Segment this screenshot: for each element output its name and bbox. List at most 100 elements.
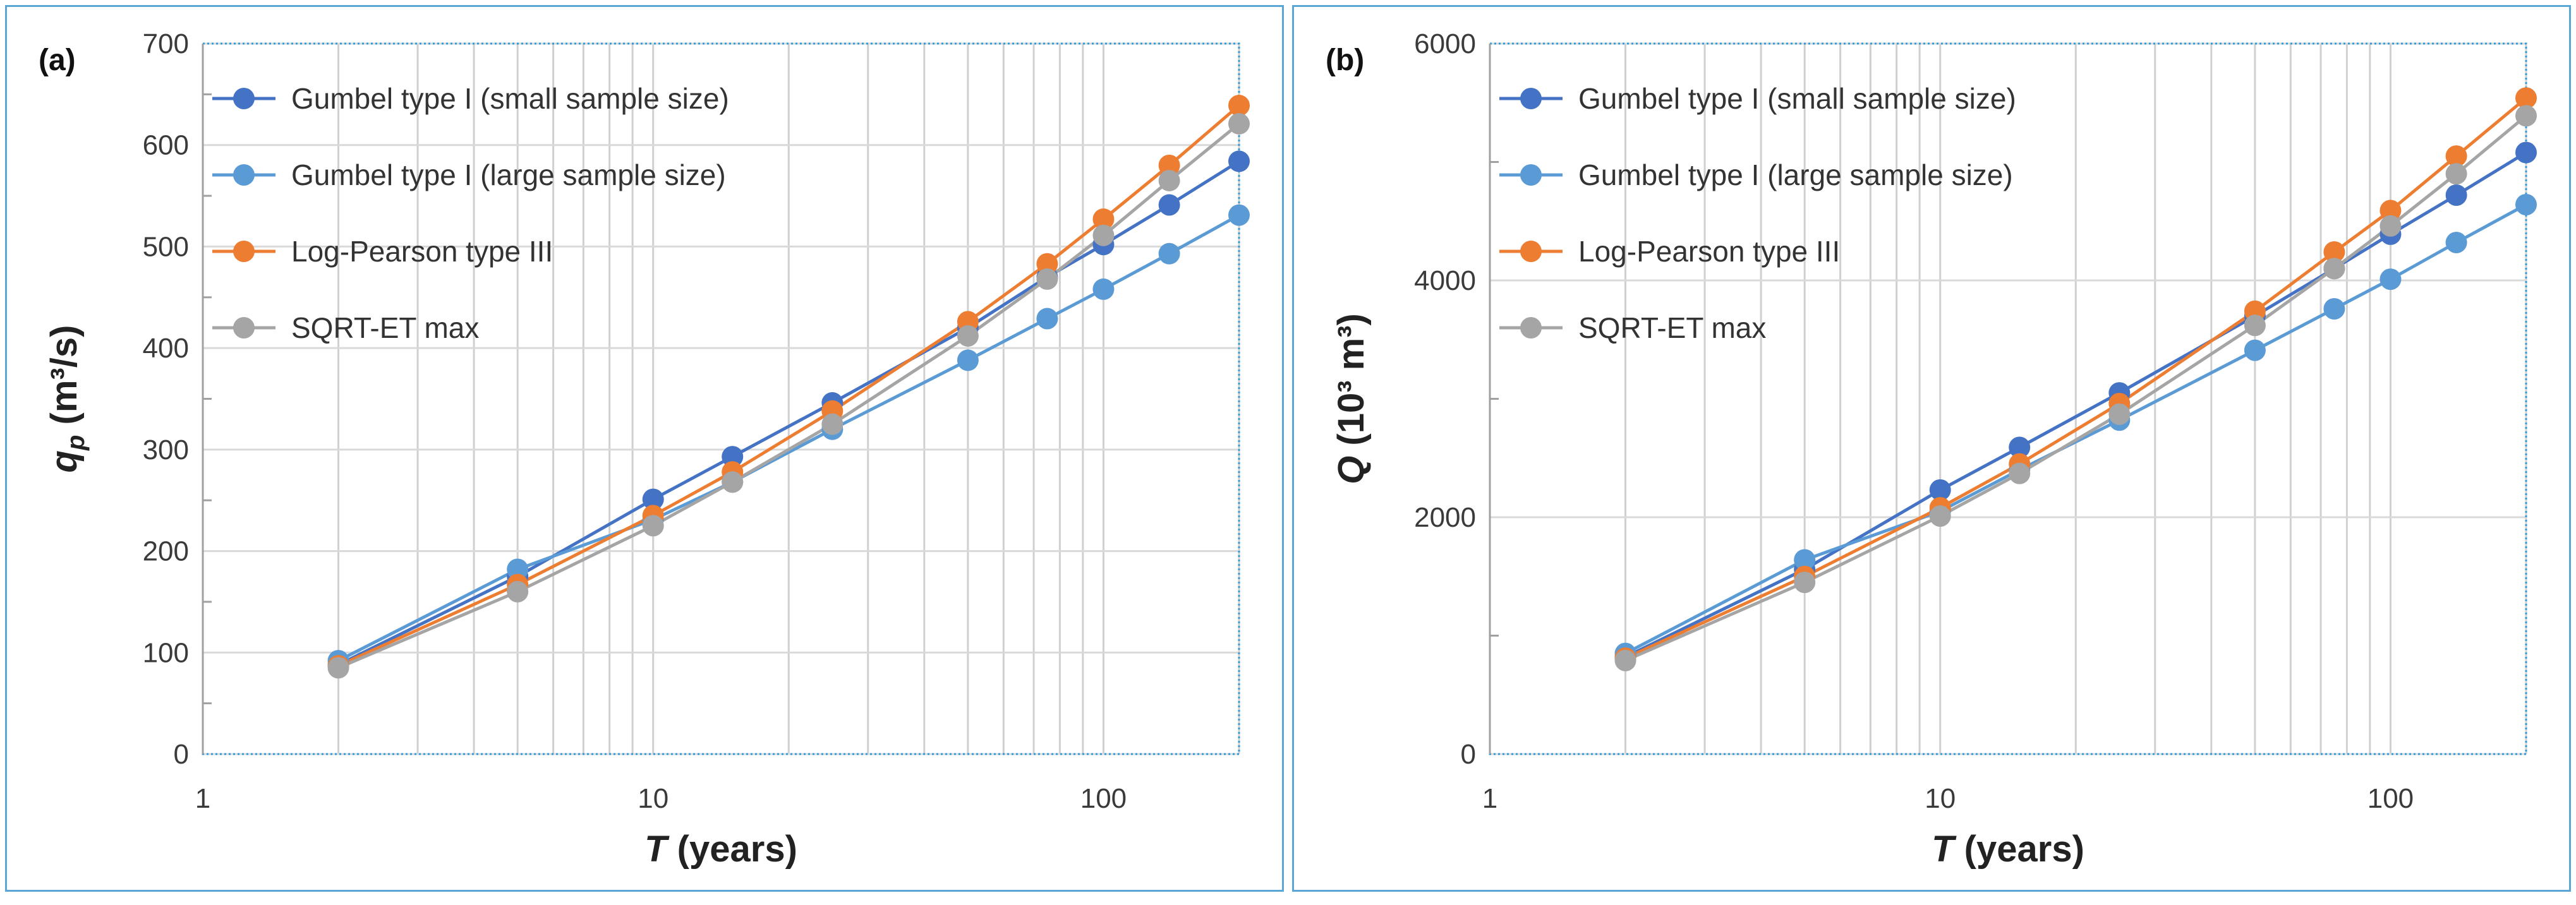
chart-a-legend-marker-1 bbox=[233, 164, 255, 186]
chart-a-series-1-point bbox=[1158, 243, 1180, 265]
chart-a-series-3-point bbox=[821, 413, 844, 435]
chart-a-series-1-point bbox=[1228, 204, 1250, 226]
chart-a: 0 100 200 300 400 500 600 700 1 10 100 T (years) qp … bbox=[39, 28, 1250, 870]
chart-b-legend-marker-2 bbox=[1520, 241, 1542, 262]
chart-b-series-1-point bbox=[2244, 339, 2266, 361]
chart-b-series-3-point bbox=[1929, 505, 1951, 527]
chart-b-series-3-point bbox=[2323, 258, 2345, 280]
chart-b-series-0-point bbox=[2515, 141, 2537, 164]
chart-b-xtick-label: 10 bbox=[1925, 783, 1956, 814]
chart-a-series-3-point bbox=[642, 515, 664, 537]
chart-b-legend-label-1: Gumbel type I (large sample size) bbox=[1578, 159, 2013, 191]
chart-b-series-1-point bbox=[1794, 549, 1816, 571]
chart-b-xlabel: T (years) bbox=[1932, 829, 2084, 870]
chart-b-series-2-point bbox=[2323, 241, 2345, 263]
chart-b-series-1-point bbox=[2379, 268, 2402, 291]
chart-b-series-line-1 bbox=[1624, 203, 2527, 655]
chart-a-series-2-point bbox=[1092, 208, 1115, 231]
chart-a-series-1-point bbox=[1036, 308, 1058, 330]
chart-a-legend-marker-3 bbox=[233, 317, 255, 339]
chart-b-legend-label-2: Log-Pearson type III bbox=[1578, 235, 1840, 268]
chart-b-legend-label-0: Gumbel type I (small sample size) bbox=[1578, 82, 2016, 115]
chart-a-series-3-point bbox=[1158, 169, 1180, 191]
chart-a-panel-label: (a) bbox=[39, 44, 76, 77]
chart-b-xtick-label: 100 bbox=[2367, 783, 2414, 814]
chart-a-legend-label-0: Gumbel type I (small sample size) bbox=[291, 82, 729, 115]
chart-a-legend-marker-2 bbox=[233, 241, 255, 262]
chart-b-legend-label-3: SQRT-ET max bbox=[1578, 311, 1766, 344]
chart-b-series-3-point bbox=[2244, 315, 2266, 337]
chart-b-legend-marker-3 bbox=[1520, 317, 1542, 339]
chart-a-series-1-point bbox=[507, 558, 529, 580]
chart-a-xlabel: T (years) bbox=[644, 829, 797, 870]
chart-a-ytick-label: 700 bbox=[143, 28, 189, 59]
chart-b-series-3-point bbox=[2009, 462, 2031, 484]
chart-a-series-3-point bbox=[327, 657, 349, 679]
chart-a-legend-label-2: Log-Pearson type III bbox=[291, 235, 553, 268]
chart-a-series-3-point bbox=[1228, 112, 1250, 135]
chart-a-plot-border bbox=[202, 42, 1240, 755]
chart-b: 0 2000 4000 6000 1 10 100 T (years) Q (10³ m³) (b… bbox=[1326, 28, 2537, 870]
chart-a-xtick-label: 10 bbox=[638, 783, 668, 814]
chart-b-series-2-point bbox=[2515, 87, 2537, 109]
chart-b-series-3-point bbox=[2445, 163, 2467, 185]
chart-a-xtick-label: 100 bbox=[1080, 783, 1127, 814]
chart-b-series-2-point bbox=[2379, 200, 2402, 222]
chart-b-plot-border bbox=[1489, 42, 2527, 755]
chart-b-series-3-point bbox=[2379, 215, 2402, 237]
chart-b-ylabel: Q (10³ m³) bbox=[1331, 313, 1372, 484]
chart-b-panel-label: (b) bbox=[1326, 44, 1364, 77]
chart-b-ytick-label: 6000 bbox=[1414, 28, 1476, 59]
chart-b-series-line-3 bbox=[1624, 114, 2527, 662]
chart-a-series-1-point bbox=[957, 349, 979, 371]
chart-a-legend-label-3: SQRT-ET max bbox=[291, 311, 479, 344]
chart-a-series-2-point bbox=[1228, 95, 1250, 117]
chart-b-series-0-point bbox=[2445, 184, 2467, 206]
chart-b-series-3-point bbox=[2515, 105, 2537, 127]
chart-a-ytick-label: 200 bbox=[143, 536, 189, 567]
chart-b-ytick-label: 4000 bbox=[1414, 265, 1476, 296]
chart-b-xtick-label: 1 bbox=[1482, 783, 1497, 814]
chart-a-series-2-point bbox=[1158, 154, 1180, 176]
chart-b-series-1-point bbox=[2445, 232, 2467, 253]
chart-a-ytick-label: 100 bbox=[143, 637, 189, 668]
chart-a-legend-label-1: Gumbel type I (large sample size) bbox=[291, 159, 726, 191]
chart-panel-a: 0 100 200 300 400 500 600 700 1 10 100 T (years) qp … bbox=[5, 5, 1284, 892]
chart-a-legend-marker-0 bbox=[233, 88, 255, 109]
chart-b-series-2-point bbox=[2445, 145, 2467, 167]
chart-a-ytick-label: 600 bbox=[143, 130, 189, 161]
chart-b-series-1-point bbox=[2323, 298, 2345, 320]
chart-b-series-3-point bbox=[1614, 649, 1636, 671]
chart-panel-b: 0 2000 4000 6000 1 10 100 T (years) Q (10³ m³) (b… bbox=[1292, 5, 2571, 892]
chart-a-series-0-point bbox=[1228, 150, 1250, 172]
chart-a-series-line-2 bbox=[337, 104, 1240, 668]
chart-a-series-3-point bbox=[1036, 268, 1058, 290]
chart-b-series-0-point bbox=[1929, 479, 1951, 501]
chart-a-series-0-point bbox=[722, 446, 744, 468]
chart-a-ytick-label: 300 bbox=[143, 435, 189, 465]
chart-b-legend-marker-0 bbox=[1520, 88, 1542, 109]
chart-a-ytick-label: 0 bbox=[174, 739, 189, 770]
chart-a-series-3-point bbox=[957, 325, 979, 347]
chart-a-xtick-label: 1 bbox=[195, 783, 210, 814]
chart-a-series-3-point bbox=[1092, 224, 1115, 246]
chart-a-ylabel: qp (m³/s) bbox=[44, 325, 90, 473]
chart-a-series-0-point bbox=[642, 488, 664, 510]
chart-b-series-line-0 bbox=[1624, 151, 2527, 659]
chart-b-series-3-point bbox=[2108, 403, 2131, 425]
chart-b-series-0-point bbox=[2009, 436, 2031, 458]
chart-a-ytick-label: 400 bbox=[143, 333, 189, 364]
chart-a-ytick-label: 500 bbox=[143, 231, 189, 262]
chart-b-ytick-label: 2000 bbox=[1414, 502, 1476, 533]
chart-a-series-1-point bbox=[1092, 278, 1115, 300]
chart-a-series-2-point bbox=[1036, 253, 1058, 275]
chart-b-series-3-point bbox=[1794, 572, 1816, 594]
chart-a-series-0-point bbox=[1158, 194, 1180, 216]
chart-b-series-line-2 bbox=[1624, 97, 2527, 660]
chart-b-series-1-point bbox=[2515, 194, 2537, 215]
chart-b-ytick-label: 0 bbox=[1461, 739, 1476, 770]
chart-a-series-line-3 bbox=[337, 123, 1240, 669]
chart-a-series-3-point bbox=[722, 471, 744, 493]
chart-a-series-line-1 bbox=[337, 213, 1240, 662]
chart-b-legend-marker-1 bbox=[1520, 164, 1542, 186]
